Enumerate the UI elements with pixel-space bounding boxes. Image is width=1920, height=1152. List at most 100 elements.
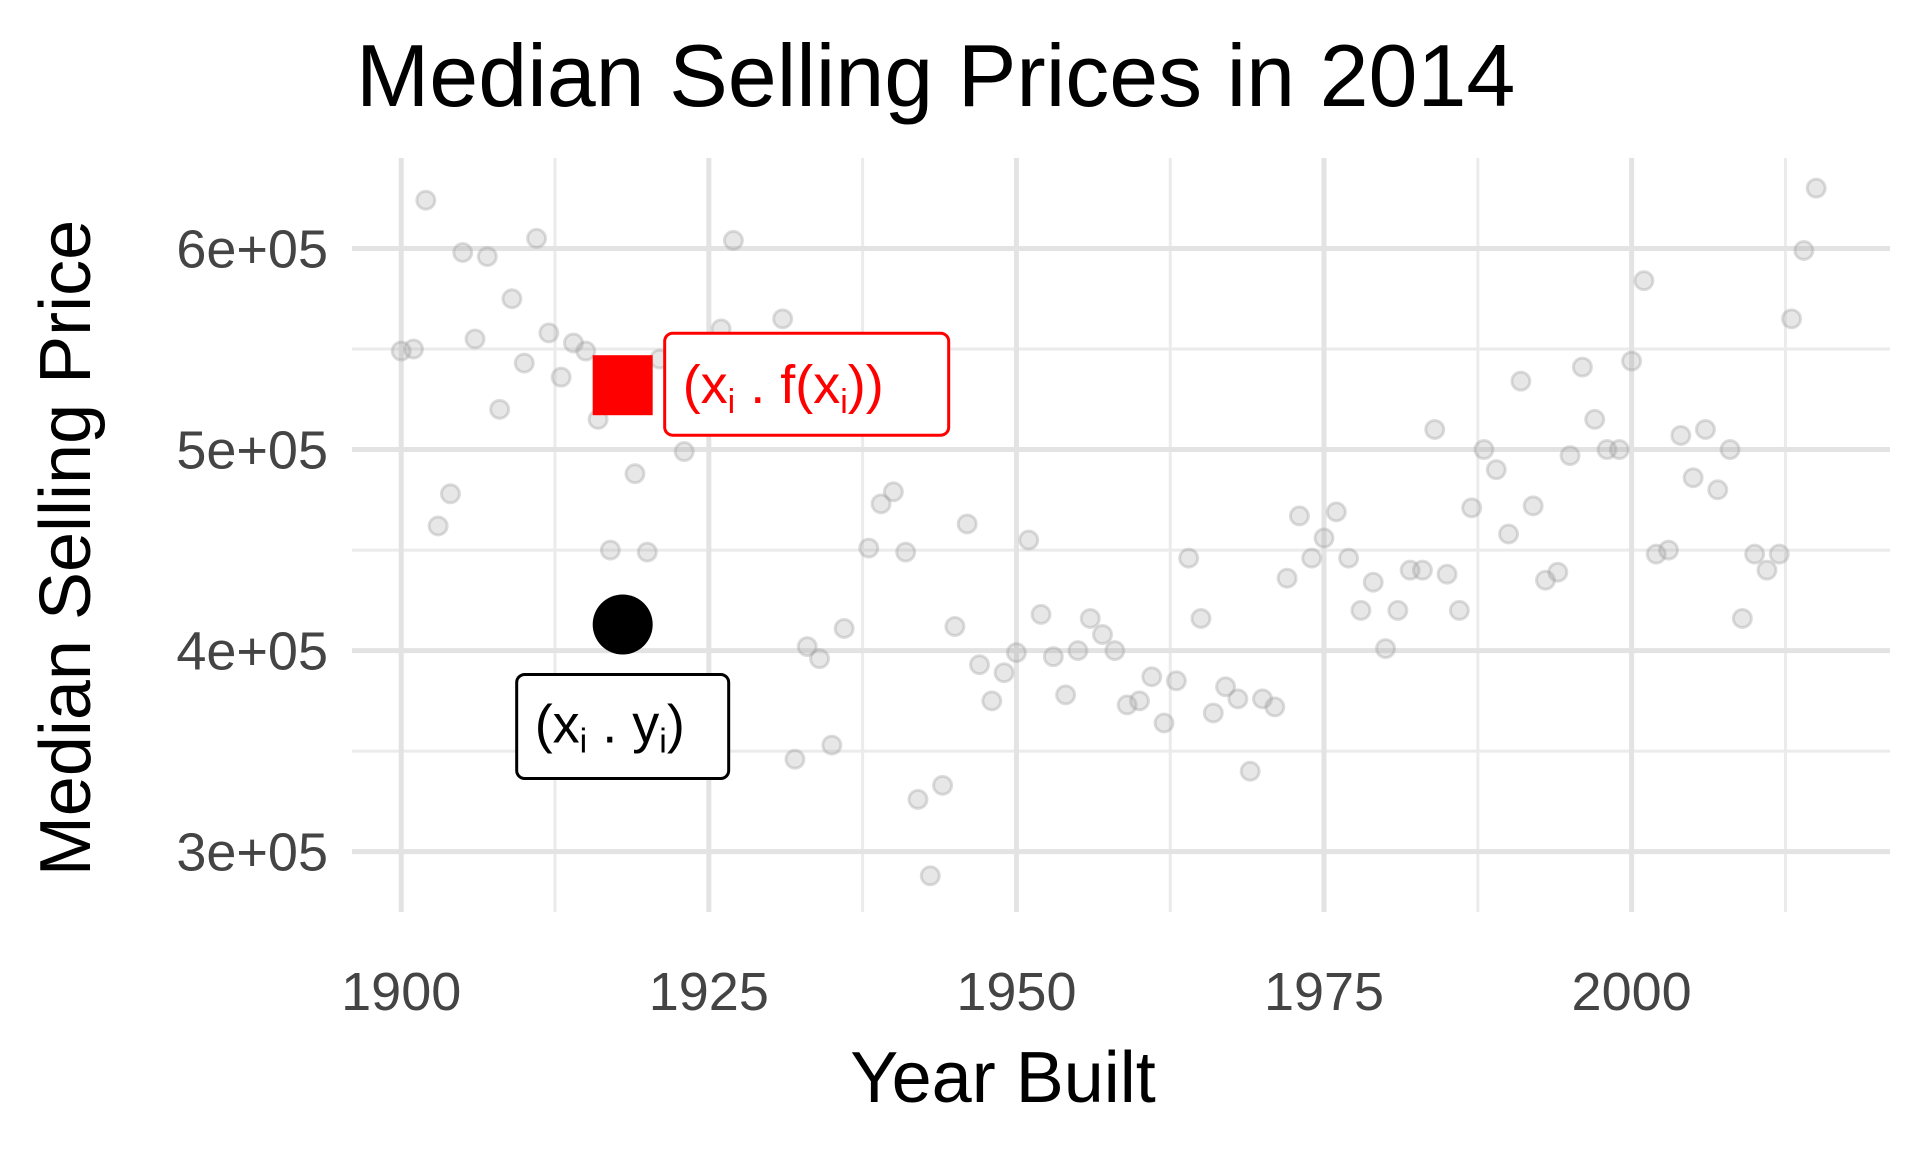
data-point: [1153, 712, 1175, 734]
data-point: [1227, 688, 1249, 710]
data-point: [1510, 370, 1532, 392]
data-point: [427, 515, 449, 537]
data-point: [1055, 684, 1077, 706]
fitted-point-label-box: [663, 331, 951, 437]
data-point: [1301, 547, 1323, 569]
data-point: [513, 352, 535, 374]
data-point: [1793, 239, 1815, 261]
y-tick-label: 6e+05: [176, 219, 328, 279]
data-point: [1584, 408, 1606, 430]
tick-labels: 1900 1925 1950 1975 2000 3e+05 4e+05 5e+05 6e+05: [176, 219, 1691, 1022]
data-point: [575, 340, 597, 362]
data-point: [1571, 356, 1593, 378]
data-point: [1719, 439, 1741, 461]
data-point: [784, 748, 806, 770]
data-point: [624, 463, 646, 485]
x-tick-label: 2000: [1572, 962, 1692, 1022]
data-point: [1018, 529, 1040, 551]
data-point: [1313, 527, 1335, 549]
annotations: (xi . f(xi)) (xi . yi): [515, 331, 951, 780]
data-point: [1399, 559, 1421, 581]
grid: [352, 158, 1890, 912]
data-point: [1128, 690, 1150, 712]
data-point: [1042, 646, 1064, 668]
data-point: [1338, 547, 1360, 569]
y-tick-label: 3e+05: [176, 823, 328, 883]
data-point: [452, 242, 474, 264]
x-tick-label: 1900: [341, 962, 461, 1022]
data-point: [1092, 624, 1114, 646]
data-point: [1411, 559, 1433, 581]
data-point: [956, 513, 978, 535]
data-point: [636, 541, 658, 563]
data-point: [1707, 479, 1729, 501]
data-point: [932, 774, 954, 796]
data-point: [1633, 270, 1655, 292]
data-point: [944, 615, 966, 637]
data-point: [809, 648, 831, 670]
data-point: [1165, 670, 1187, 692]
data-point: [1645, 543, 1667, 565]
data-point: [550, 366, 572, 388]
data-point: [476, 246, 498, 268]
data-point: [833, 617, 855, 639]
data-point: [796, 636, 818, 658]
fitted-point-square: [592, 355, 653, 416]
data-point: [858, 537, 880, 559]
data-point: [1005, 642, 1027, 664]
data-point: [722, 229, 744, 251]
data-point: [501, 288, 523, 310]
data-point: [870, 493, 892, 515]
data-point: [1387, 599, 1409, 621]
x-tick-label: 1975: [1264, 962, 1384, 1022]
data-point: [562, 332, 584, 354]
data-point: [1670, 424, 1692, 446]
x-tick-label: 1950: [956, 962, 1076, 1022]
data-point: [1756, 559, 1778, 581]
data-point: [1104, 640, 1126, 662]
data-point: [1805, 177, 1827, 199]
data-point: [538, 322, 560, 344]
data-point: [1485, 459, 1507, 481]
data-point: [1030, 603, 1052, 625]
data-point: [1608, 439, 1630, 461]
data-point: [1498, 523, 1520, 545]
data-point: [1731, 607, 1753, 629]
data-point: [1276, 567, 1298, 589]
y-tick-label: 5e+05: [176, 421, 328, 481]
fitted-point-label: (xi . f(xi)): [683, 355, 884, 421]
data-point: [1473, 439, 1495, 461]
data-point: [1694, 418, 1716, 440]
data-point: [1362, 571, 1384, 593]
data-point: [1768, 543, 1790, 565]
observed-point-label: (xi . yi): [535, 694, 685, 760]
data-point: [1067, 640, 1089, 662]
data-point: [599, 539, 621, 561]
data-point: [821, 734, 843, 756]
data-point: [390, 340, 412, 362]
data-point: [1424, 418, 1446, 440]
data-point: [1621, 350, 1643, 372]
data-point: [1350, 599, 1372, 621]
chart-title: Median Selling Prices in 2014: [356, 26, 1515, 125]
data-point: [415, 189, 437, 211]
data-point: [969, 654, 991, 676]
data-point: [403, 338, 425, 360]
data-point: [1559, 445, 1581, 467]
observed-point-label-box: [515, 672, 731, 780]
data-point: [1448, 599, 1470, 621]
data-point: [439, 483, 461, 505]
data-point: [1325, 501, 1347, 523]
data-point: [919, 865, 941, 887]
data-point: [673, 441, 695, 463]
data-point: [1178, 547, 1200, 569]
data-point: [907, 788, 929, 810]
data-point: [772, 308, 794, 330]
data-point: [993, 662, 1015, 684]
data-point: [1375, 638, 1397, 660]
x-tick-label: 1925: [649, 962, 769, 1022]
data-point: [526, 227, 548, 249]
data-point: [1436, 563, 1458, 585]
